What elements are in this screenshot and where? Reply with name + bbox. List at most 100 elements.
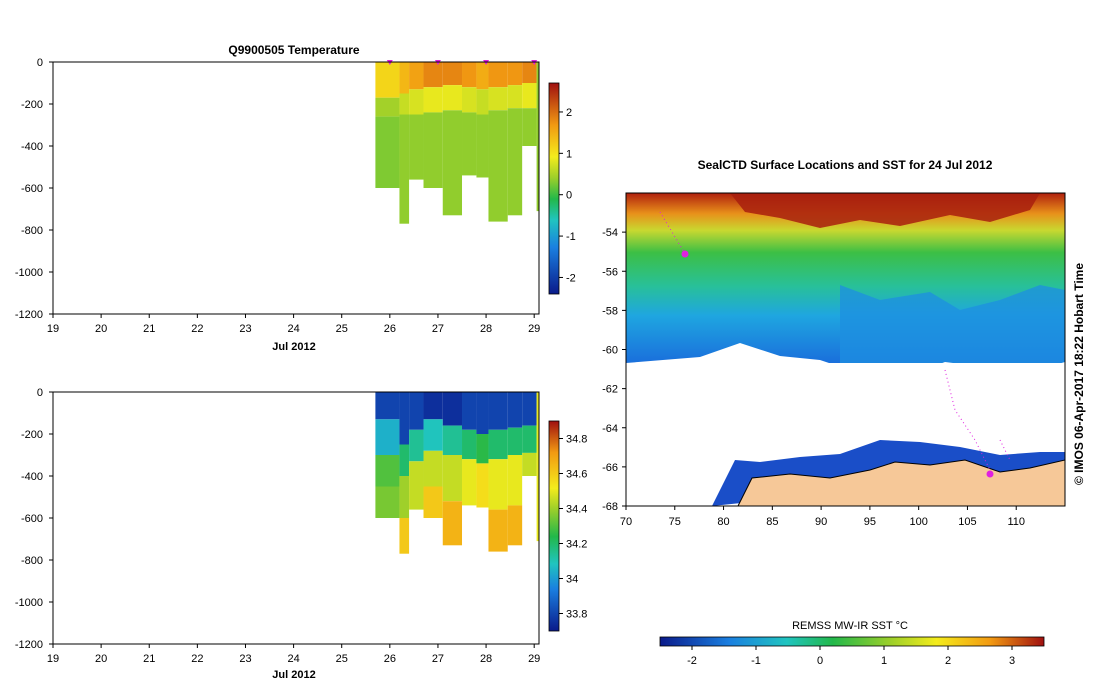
profile-cell xyxy=(462,87,477,113)
y-tick-label: -600 xyxy=(21,183,43,195)
colorbar-tick-label: 2 xyxy=(945,655,951,667)
y-tick-label: -400 xyxy=(21,141,43,153)
profile-cell xyxy=(423,112,443,188)
profile-cell xyxy=(423,486,443,518)
y-axis: 0 -200 -400 -600 -800 -1000 -1200 xyxy=(15,57,53,321)
y-tick-label: 0 xyxy=(37,387,43,399)
x-tick-label: 24 xyxy=(287,323,299,335)
colorbar-tick-label: 33.8 xyxy=(566,609,587,621)
lon-tick-label: 90 xyxy=(815,516,827,528)
colorbar-tick-label: -2 xyxy=(566,272,576,284)
profile-cell xyxy=(442,501,463,546)
profile-cell xyxy=(399,518,410,554)
x-axis: 19 20 21 22 23 24 25 26 27 28 29 xyxy=(47,314,540,335)
x-tick-label: 22 xyxy=(191,653,203,665)
x-axis-label: Jul 2012 xyxy=(272,341,315,353)
profile-cell xyxy=(442,425,463,455)
profile-cell xyxy=(409,461,424,510)
x-tick-label: 21 xyxy=(143,323,155,335)
colorbar-label: REMSS MW-IR SST °C xyxy=(792,620,908,632)
profile-cell xyxy=(442,455,463,502)
profile-cell xyxy=(522,452,537,476)
profile-cell xyxy=(488,87,508,111)
profile-cell xyxy=(507,427,523,455)
profile-cell xyxy=(488,429,508,460)
temperature-cells xyxy=(375,62,539,224)
lat-tick-label: -62 xyxy=(602,384,618,396)
lon-tick-label: 110 xyxy=(1007,516,1025,528)
profile-cell xyxy=(423,450,443,487)
y-tick-label: -400 xyxy=(21,471,43,483)
colorbar-tick-label: 0 xyxy=(817,655,823,667)
profile-cell xyxy=(375,455,400,487)
colorbar-tick-label: 1 xyxy=(881,655,887,667)
panel-title: SealCTD Surface Locations and SST for 24… xyxy=(698,158,993,172)
lon-tick-label: 100 xyxy=(909,516,927,528)
profile-cell xyxy=(507,392,523,428)
lat-tick-label: -60 xyxy=(602,345,618,357)
profile-cell xyxy=(522,83,537,109)
profile-cell xyxy=(442,62,463,86)
x-tick-label: 24 xyxy=(287,653,299,665)
colorbar-tick-label: 34.4 xyxy=(566,504,587,516)
profile-cell xyxy=(423,87,443,113)
y-tick-label: -1200 xyxy=(15,639,43,651)
colorbar-ticks: -2 -1 0 1 2 3 xyxy=(687,646,1015,667)
profile-cell xyxy=(375,419,400,455)
profile-cell xyxy=(375,116,400,188)
x-tick-label: 27 xyxy=(432,323,444,335)
profile-cell xyxy=(375,97,400,117)
profile-cell xyxy=(507,85,523,109)
y-tick-label: -800 xyxy=(21,555,43,567)
sst-map-panel: SealCTD Surface Locations and SST for 24… xyxy=(602,158,1086,667)
colorbar-tick-label: -1 xyxy=(751,655,761,667)
colorbar-tick-label: 0 xyxy=(566,190,572,202)
lat-tick-label: -56 xyxy=(602,266,618,278)
panel-title: Q9900505 Temperature xyxy=(228,43,360,57)
profile-cell xyxy=(409,62,424,90)
y-tick-label: -1200 xyxy=(15,309,43,321)
x-axis: 19 20 21 22 23 24 25 26 27 28 29 xyxy=(47,644,540,665)
x-tick-label: 28 xyxy=(480,323,492,335)
lat-tick-label: -64 xyxy=(602,423,618,435)
profile-cell xyxy=(399,392,410,445)
lon-tick-label: 105 xyxy=(958,516,976,528)
lat-tick-label: -58 xyxy=(602,305,618,317)
y-tick-label: -1000 xyxy=(15,267,43,279)
profile-cell xyxy=(462,429,477,460)
profile-cell xyxy=(488,110,508,222)
colorbar xyxy=(548,82,560,295)
profile-cell xyxy=(409,392,424,430)
colorbar-tick-label: 34.2 xyxy=(566,539,587,551)
lat-tick-label: -68 xyxy=(602,501,618,513)
lat-tick-label: -66 xyxy=(602,462,618,474)
profile-cell xyxy=(462,392,477,430)
profile-cell xyxy=(476,62,489,90)
y-tick-label: -1000 xyxy=(15,597,43,609)
profile-cell xyxy=(442,85,463,111)
colorbar-tick-label: 34 xyxy=(566,574,578,586)
profile-cell xyxy=(522,62,537,83)
profile-cell xyxy=(507,108,523,216)
y-tick-label: -200 xyxy=(21,99,43,111)
colorbar-tick-label: 2 xyxy=(566,107,572,119)
profile-cell xyxy=(476,463,489,508)
profile-cell xyxy=(488,392,508,430)
profile-cell xyxy=(375,486,400,518)
profile-cell xyxy=(462,62,477,88)
profile-cell xyxy=(399,444,410,476)
profile-cell xyxy=(442,392,463,426)
latitude-axis: -54 -56 -58 -60 -62 -64 -66 -68 xyxy=(602,227,626,513)
colorbar-tick-label: -2 xyxy=(687,655,697,667)
salinity-section-panel: 0 -200 -400 -600 -800 -1000 -1200 19 20 21 22 23 24… xyxy=(15,387,588,681)
profile-cell xyxy=(409,89,424,115)
salinity-cells xyxy=(375,392,539,554)
x-tick-label: 25 xyxy=(336,323,348,335)
x-tick-label: 22 xyxy=(191,323,203,335)
x-tick-label: 23 xyxy=(239,653,251,665)
colorbar xyxy=(548,420,560,632)
profile-cell xyxy=(375,62,400,98)
profile-cell xyxy=(399,93,410,115)
profile-cell xyxy=(488,509,508,552)
seal-track xyxy=(659,211,1011,471)
